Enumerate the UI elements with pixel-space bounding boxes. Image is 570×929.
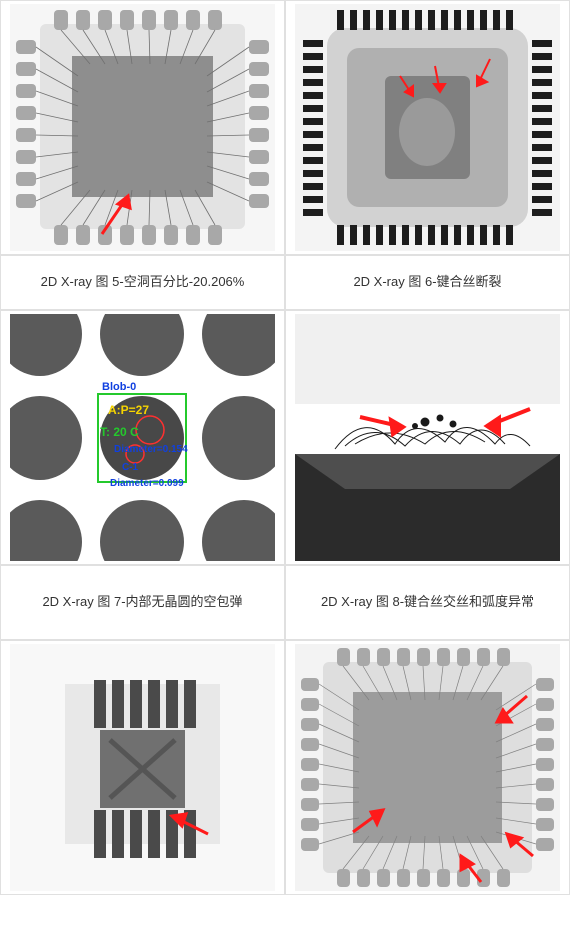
figure-10-image bbox=[285, 640, 570, 895]
figure-7-caption: 2D X-ray 图 7-内部无晶圆的空包弹 bbox=[0, 565, 285, 640]
figure-7-image: Blob-0 A:P=27 T: 20 C Diameter=0.154 C-1… bbox=[0, 310, 285, 565]
label-blob: Blob-0 bbox=[102, 381, 136, 393]
xray-qfp-break-svg bbox=[295, 4, 560, 251]
caption-text: 2D X-ray 图 7-内部无晶圆的空包弹 bbox=[42, 592, 242, 613]
dip-chip-svg bbox=[10, 644, 275, 891]
side-wire-svg bbox=[295, 314, 560, 561]
figure-8-image bbox=[285, 310, 570, 565]
svg-text:A:P=27: A:P=27 bbox=[108, 403, 149, 417]
caption-text: 2D X-ray 图 6-键合丝断裂 bbox=[353, 272, 501, 293]
figure-9-image bbox=[0, 640, 285, 895]
figure-6-caption: 2D X-ray 图 6-键合丝断裂 bbox=[285, 255, 570, 310]
svg-text:T: 20 C: T: 20 C bbox=[100, 425, 139, 439]
figure-8-caption: 2D X-ray 图 8-键合丝交丝和弧度异常 bbox=[285, 565, 570, 640]
caption-text: 2D X-ray 图 5-空洞百分比-20.206% bbox=[41, 272, 245, 293]
svg-text:Diameter=0.154: Diameter=0.154 bbox=[114, 444, 188, 455]
figure-5-caption: 2D X-ray 图 5-空洞百分比-20.206% bbox=[0, 255, 285, 310]
xray-qfp-void-svg bbox=[10, 4, 275, 251]
bga-void-svg: Blob-0 A:P=27 T: 20 C Diameter=0.154 C-1… bbox=[10, 314, 275, 561]
svg-text:C-1: C-1 bbox=[122, 462, 139, 473]
figure-5-image bbox=[0, 0, 285, 255]
figure-6-image bbox=[285, 0, 570, 255]
caption-text: 2D X-ray 图 8-键合丝交丝和弧度异常 bbox=[321, 592, 534, 613]
figure-grid: 2D X-ray 图 5-空洞百分比-20.206% 2D X-ray 图 6-… bbox=[0, 0, 570, 895]
xray-multiarrow-svg bbox=[295, 644, 560, 891]
svg-text:Diameter=0.099: Diameter=0.099 bbox=[110, 478, 184, 489]
